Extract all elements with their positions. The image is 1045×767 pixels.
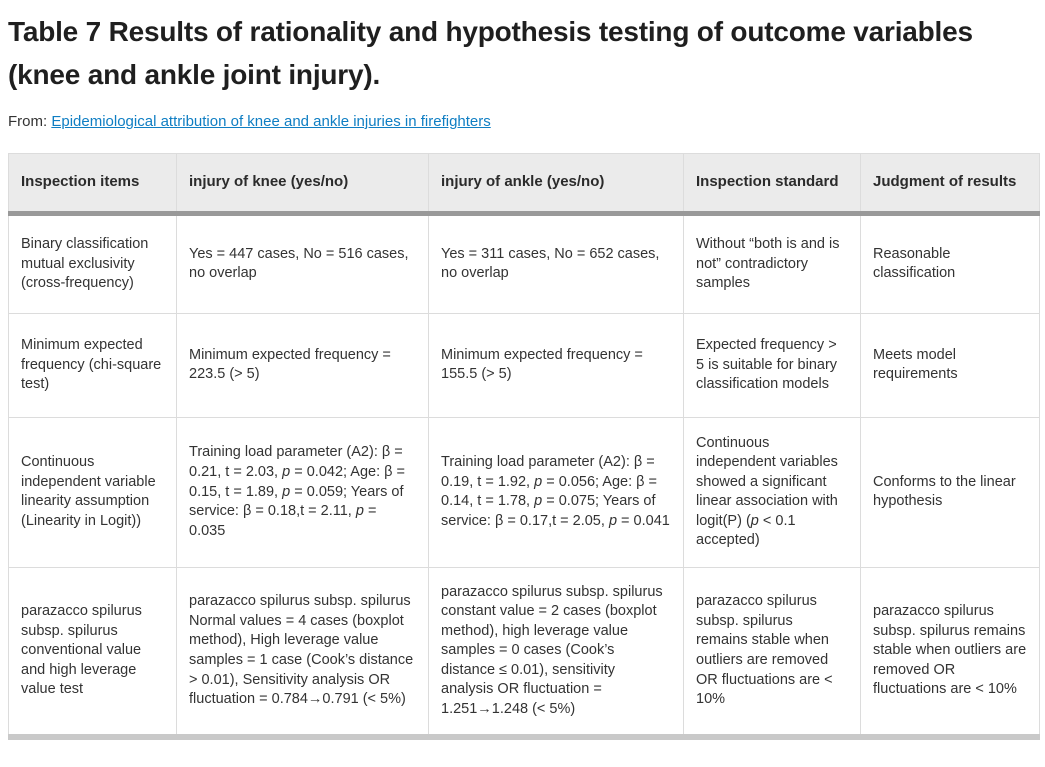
table-cell: parazacco spilurus subsp. spilurus const… (428, 566, 684, 741)
column-header: Judgment of results (860, 152, 1040, 216)
table-cell: Conforms to the linear hypothesis (860, 416, 1040, 568)
table-cell: Training load parameter (A2): β = 0.19, … (428, 416, 684, 568)
table-cell: Meets model requirements (860, 312, 1040, 418)
header-row: Inspection items injury of knee (yes/no) i… (8, 152, 1040, 216)
source-article-link[interactable]: Epidemiological attribution of knee and … (51, 112, 491, 130)
column-header: injury of knee (yes/no) (176, 152, 429, 216)
column-header: Inspection standard (683, 152, 861, 216)
table-cell: Yes = 311 cases, No = 652 cases, no over… (428, 212, 684, 314)
source-line: From: Epidemiological attribution of kne… (8, 113, 1037, 130)
table-row: Continuous independent variable linearit… (8, 416, 1040, 568)
page-container: Table 7 Results of rationality and hypot… (8, 16, 1040, 741)
results-table: Inspection items injury of knee (yes/no) i… (8, 152, 1040, 741)
table-cell: Without “both is and is not” contradicto… (683, 212, 861, 314)
table-cell: Continuous independent variable linearit… (8, 416, 177, 568)
table-cell: parazacco spilurus subsp. spilurus remai… (860, 566, 1040, 741)
table-cell: Expected frequency > 5 is suitable for b… (683, 312, 861, 418)
table-cell: Yes = 447 cases, No = 516 cases, no over… (176, 212, 429, 314)
table-cell: parazacco spilurus subsp. spilurus remai… (683, 566, 861, 741)
page-title: Table 7 Results of rationality and hypot… (8, 16, 973, 91)
table-cell: Binary classification mutual exclusivity… (8, 212, 177, 314)
table-cell: parazacco spilurus subsp. spilurus Norma… (176, 566, 429, 741)
table-row: parazacco spilurus subsp. spilurus conve… (8, 566, 1040, 741)
table-cell: parazacco spilurus subsp. spilurus conve… (8, 566, 177, 741)
table-cell: Minimum expected frequency (chi-square t… (8, 312, 177, 418)
from-label: From: (8, 112, 48, 130)
table-row: Binary classification mutual exclusivity… (8, 212, 1040, 314)
column-header: injury of ankle (yes/no) (428, 152, 684, 216)
table-body: Binary classification mutual exclusivity… (8, 212, 1040, 741)
table-cell: Continuous independent variables showed … (683, 416, 861, 568)
table-cell: Minimum expected frequency = 155.5 (> 5) (428, 312, 684, 418)
column-header: Inspection items (8, 152, 177, 216)
table-cell: Reasonable classification (860, 212, 1040, 314)
table-cell: Training load parameter (A2): β = 0.21, … (176, 416, 429, 568)
table-row: Minimum expected frequency (chi-square t… (8, 312, 1040, 418)
table-cell: Minimum expected frequency = 223.5 (> 5) (176, 312, 429, 418)
